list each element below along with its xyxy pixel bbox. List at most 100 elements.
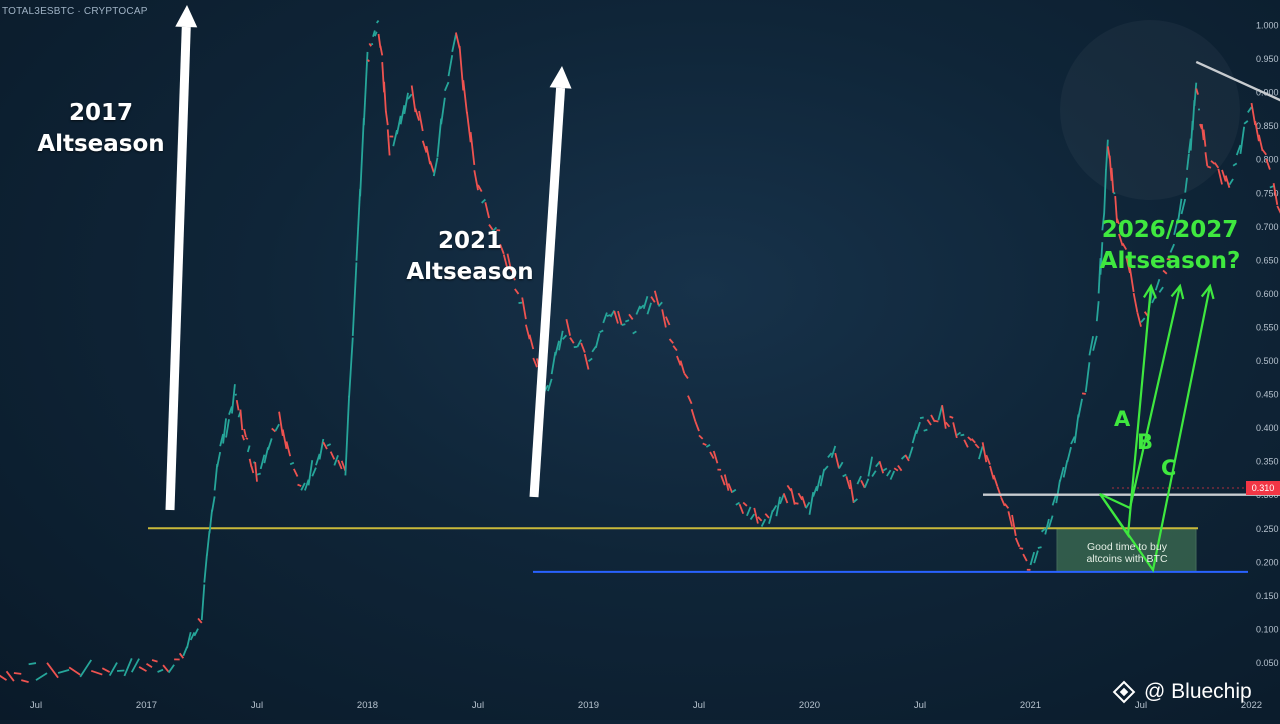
price-segment: [850, 480, 854, 503]
price-segment: [769, 510, 773, 523]
price-segment: [920, 417, 924, 418]
price-segment: [58, 670, 69, 673]
price-segment: [163, 665, 169, 672]
price-segment: [1097, 301, 1099, 321]
price-segment: [223, 418, 226, 443]
price-segment: [865, 479, 869, 488]
price-segment: [765, 514, 769, 518]
price-segment: [994, 475, 998, 486]
price-segment: [1038, 547, 1042, 548]
price-segment: [1244, 121, 1248, 124]
price-segment: [1008, 511, 1012, 526]
price-segment: [681, 361, 685, 374]
price-segment: [695, 421, 699, 431]
price-segment: [124, 658, 131, 676]
price-segment: [868, 457, 872, 477]
price-segment: [961, 435, 965, 436]
price-segment: [1259, 135, 1263, 151]
price-segment: [384, 82, 386, 112]
price-segment: [1141, 318, 1145, 322]
price-segment: [732, 490, 736, 493]
price-segment: [636, 306, 640, 315]
price-segment: [843, 475, 847, 477]
price-segment: [207, 531, 210, 555]
price-segment: [835, 453, 839, 468]
x-tick-label: 2017: [136, 700, 157, 711]
price-segment: [857, 476, 861, 484]
price-segment: [1137, 312, 1141, 326]
price-segment: [246, 438, 248, 439]
price-segment: [471, 132, 475, 165]
price-segment: [651, 297, 655, 303]
price-segment: [452, 34, 456, 51]
price-segment: [990, 466, 994, 480]
price-segment: [29, 663, 36, 664]
price-segment: [555, 341, 559, 356]
price-segment: [1016, 538, 1020, 547]
scenario-a-label: A: [1114, 407, 1130, 431]
price-segment: [913, 430, 917, 443]
price-segment: [1086, 362, 1090, 392]
price-segment: [301, 483, 305, 490]
price-segment: [776, 497, 780, 516]
buy-zone-text: Good time to buy altcoins with BTC: [1058, 541, 1196, 565]
price-segment: [1156, 279, 1160, 290]
price-segment: [806, 502, 810, 508]
price-segment: [710, 452, 714, 459]
price-segment: [158, 670, 164, 672]
altseason-future-word: Altseason?: [1090, 246, 1250, 277]
price-segment: [526, 325, 530, 339]
price-segment: [1049, 516, 1053, 528]
price-segment: [237, 400, 239, 410]
price-segment: [563, 335, 567, 339]
price-segment: [323, 442, 327, 449]
price-segment: [891, 471, 895, 480]
price-segment: [0, 675, 7, 680]
price-segment: [434, 158, 438, 177]
y-tick-label: 0.050: [1256, 658, 1279, 668]
price-segment: [898, 466, 902, 471]
price-segment: [1159, 287, 1163, 292]
price-segment: [327, 444, 331, 446]
price-segment: [397, 116, 401, 134]
price-segment: [758, 517, 762, 521]
price-segment: [463, 80, 467, 113]
y-tick-label: 0.200: [1256, 557, 1279, 567]
price-segment: [272, 428, 276, 431]
price-segment: [1229, 179, 1233, 185]
price-segment: [784, 493, 788, 503]
price-segment: [813, 486, 817, 496]
price-segment: [747, 507, 751, 516]
y-tick-label: 0.150: [1256, 591, 1279, 601]
price-segment: [924, 430, 928, 431]
price-segment: [316, 454, 320, 465]
price-segment: [204, 555, 207, 583]
price-segment: [1134, 293, 1138, 312]
price-segment: [927, 420, 931, 425]
price-segment: [596, 333, 600, 348]
price-segment: [1226, 176, 1230, 188]
price-segment: [879, 461, 883, 473]
y-tick-label: 0.550: [1256, 322, 1279, 332]
price-segment: [36, 673, 47, 680]
price-segment: [21, 680, 28, 682]
price-segment: [257, 474, 261, 475]
price-segment: [377, 21, 379, 23]
price-segment: [754, 508, 758, 524]
price-segment: [1056, 480, 1060, 503]
arrow-2017-head: [175, 5, 197, 27]
price-segment: [1067, 447, 1071, 462]
price-segment: [1064, 460, 1068, 477]
watermark-text: @ Bluechip: [1144, 680, 1252, 704]
price-segment: [957, 432, 961, 435]
price-segment: [802, 496, 806, 507]
price-segment: [1082, 393, 1086, 394]
price-segment: [290, 463, 294, 465]
price-segment: [235, 394, 237, 395]
price-segment: [47, 663, 58, 678]
price-segment: [91, 671, 102, 675]
x-tick-label: 2018: [357, 700, 378, 711]
price-segment: [379, 34, 381, 48]
y-tick-label: 0.250: [1256, 524, 1279, 534]
